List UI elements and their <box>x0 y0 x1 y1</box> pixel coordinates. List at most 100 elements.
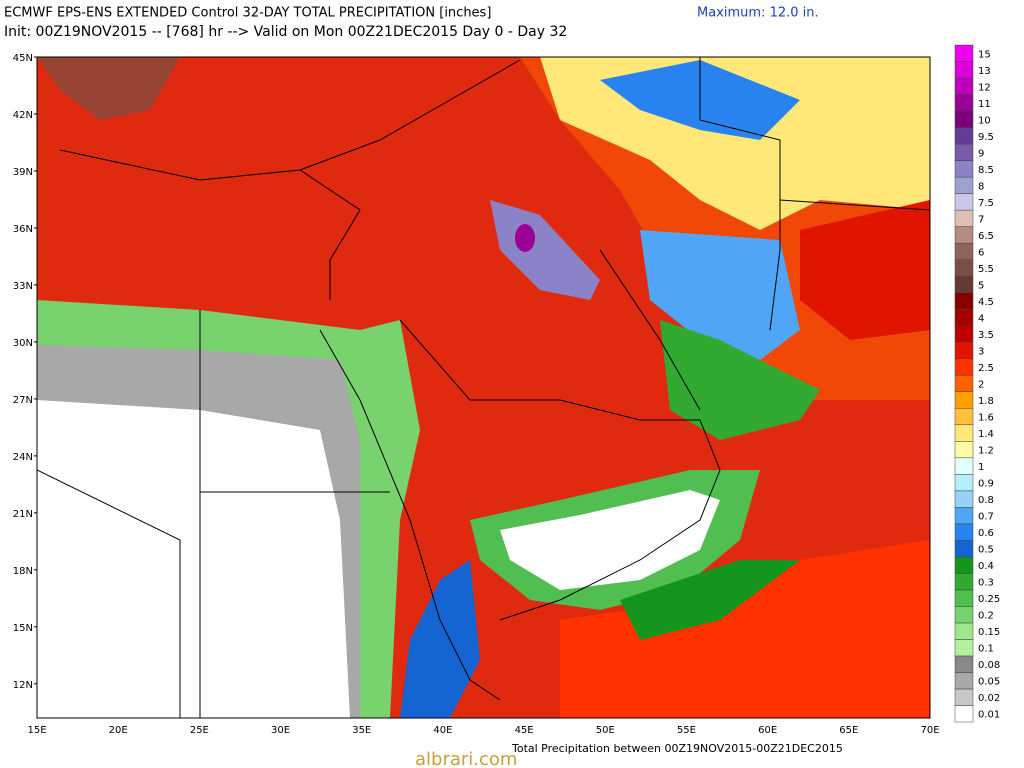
lon-label: 60E <box>758 725 777 736</box>
lat-label: 39N <box>13 167 33 178</box>
colorbar-label: 13 <box>978 66 991 77</box>
color-swatch <box>954 176 974 194</box>
colorbar-label: 5.5 <box>978 264 994 275</box>
colorbar-label: 0.01 <box>978 710 1000 721</box>
lon-label: 70E <box>920 725 939 736</box>
lat-label: 24N <box>13 452 33 463</box>
colorbar-label: 0.8 <box>978 495 994 506</box>
color-swatch <box>954 672 974 690</box>
lat-label: 21N <box>13 509 33 520</box>
colorbar-label: 4.5 <box>978 297 994 308</box>
colorbar-label: 0.3 <box>978 578 994 589</box>
colorbar-label: 6.5 <box>978 231 994 242</box>
lon-labels: 15E 20E 25E 30E 35E 40E 45E 50E 55E 60E 65E 70E <box>27 725 939 736</box>
colorbar: 0.01 0.02 0.05 0.08 0.1 0.15 0.2 0.25 0.3 0.4 0.5 0… <box>954 44 1000 723</box>
colorbar-label: 0.02 <box>978 693 1000 704</box>
colorbar-label: 5 <box>978 280 984 291</box>
lat-labels: 45N 42N 39N 36N 33N 30N 27N 24N 21N 18N 15N 12N <box>13 53 37 691</box>
color-swatch <box>954 441 974 459</box>
colorbar-label: 2.5 <box>978 363 994 374</box>
color-swatch <box>954 275 974 293</box>
colorbar-label: 4 <box>978 313 984 324</box>
colorbar-label: 1.8 <box>978 396 994 407</box>
lat-label: 18N <box>13 566 33 577</box>
colorbar-label: 2 <box>978 380 984 391</box>
color-swatch <box>954 325 974 343</box>
colorbar-label: 8.5 <box>978 165 994 176</box>
colorbar-label: 0.6 <box>978 528 994 539</box>
color-swatch <box>954 474 974 492</box>
title: ECMWF EPS-ENS EXTENDED Control 32-DAY TO… <box>4 6 491 21</box>
colorbar-label: 9.5 <box>978 132 994 143</box>
color-swatch <box>954 226 974 244</box>
color-swatch <box>954 44 974 62</box>
lat-label: 27N <box>13 395 33 406</box>
lon-label: 20E <box>109 725 128 736</box>
lon-label: 35E <box>352 725 371 736</box>
lon-label: 55E <box>677 725 696 736</box>
color-swatch <box>954 292 974 310</box>
colorbar-label: 0.1 <box>978 644 994 655</box>
colorbar-label: 7.5 <box>978 198 994 209</box>
color-swatch <box>954 573 974 591</box>
lon-label: 50E <box>596 725 615 736</box>
color-swatch <box>954 143 974 161</box>
lat-label: 42N <box>13 110 33 121</box>
colorbar-label: 1.2 <box>978 446 994 457</box>
subtitle: Init: 00Z19NOV2015 -- [768] hr --> Valid… <box>4 24 567 40</box>
colorbar-label: 9 <box>978 148 984 159</box>
colorbar-label: 10 <box>978 115 991 126</box>
lat-label: 36N <box>13 224 33 235</box>
color-swatch <box>954 358 974 376</box>
color-swatch <box>954 540 974 558</box>
color-swatch <box>954 589 974 607</box>
color-swatch <box>954 61 974 79</box>
color-swatch <box>954 374 974 393</box>
colorbar-label: 3 <box>978 346 984 357</box>
color-swatch <box>954 94 974 112</box>
maximum: Maximum: 12.0 in. <box>697 6 819 21</box>
color-swatch <box>954 308 974 326</box>
color-swatch <box>954 655 974 673</box>
footer: Total Precipitation between 00Z19NOV2015… <box>511 742 843 755</box>
color-swatch <box>954 127 974 145</box>
lon-label: 40E <box>433 725 452 736</box>
colorbar-label: 0.05 <box>978 677 1000 688</box>
color-swatch <box>954 457 974 475</box>
color-swatch <box>954 490 974 508</box>
color-swatch <box>954 391 974 409</box>
lat-label: 12N <box>13 680 33 691</box>
color-swatch <box>954 408 974 426</box>
color-swatch <box>954 160 974 178</box>
colorbar-label: 12 <box>978 82 991 93</box>
colorbar-label: 0.08 <box>978 660 1000 671</box>
color-swatch <box>954 523 974 541</box>
colorbar-label: 15 <box>978 49 991 60</box>
colorbar-label: 0.9 <box>978 479 994 490</box>
colorbar-label: 6 <box>978 247 984 258</box>
colorbar-label: 0.5 <box>978 545 994 556</box>
colorbar-label: 0.2 <box>978 611 994 622</box>
watermark: albrari.com <box>415 749 517 768</box>
colorbar-label: 11 <box>978 99 991 110</box>
colorbar-label: 1.4 <box>978 429 994 440</box>
lon-label: 65E <box>839 725 858 736</box>
color-swatch <box>954 341 974 359</box>
lon-label: 25E <box>190 725 209 736</box>
lon-label: 30E <box>271 725 290 736</box>
lat-label: 15N <box>13 623 33 634</box>
color-swatch <box>954 259 974 277</box>
colorbar-label: 3.5 <box>978 330 994 341</box>
color-swatch <box>954 639 974 657</box>
lat-label: 30N <box>13 338 33 349</box>
color-swatch <box>954 688 974 706</box>
color-swatch <box>954 606 974 624</box>
lat-label: 45N <box>13 53 33 64</box>
colorbar-label: 8 <box>978 181 984 192</box>
colorbar-label: 0.7 <box>978 512 994 523</box>
colorbar-label: 0.25 <box>978 594 1000 605</box>
color-swatch <box>954 622 974 640</box>
color-swatch <box>954 77 974 95</box>
color-swatch <box>954 507 974 525</box>
